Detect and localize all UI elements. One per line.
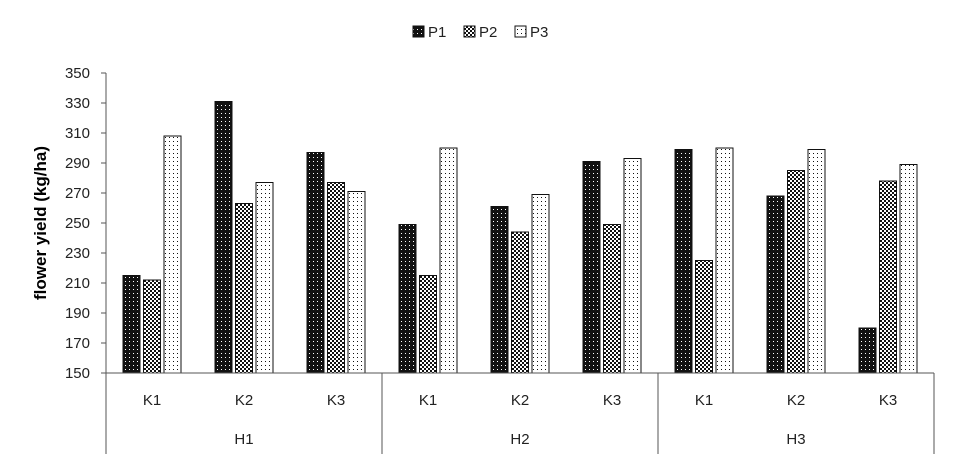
y-tick-label: 290 — [65, 155, 90, 172]
legend: P1 P2 P3 — [412, 24, 548, 41]
bar-p2-4 — [419, 275, 437, 374]
legend-label-p2: P2 — [479, 24, 497, 41]
bar-p2-9 — [879, 180, 897, 374]
y-tick-label: 350 — [65, 65, 90, 82]
x-group-label: H1 — [234, 431, 253, 448]
bar-p3-7 — [715, 147, 734, 374]
bar-p2-2 — [235, 203, 253, 374]
y-tick-label: 250 — [65, 215, 90, 232]
bar-p2-6 — [603, 224, 621, 374]
bar-p3-3 — [347, 191, 366, 374]
x-tick-label: K3 — [327, 392, 345, 409]
bar-p1-9 — [858, 327, 877, 374]
bar-p3-9 — [899, 164, 918, 374]
x-tick-label: K1 — [695, 392, 713, 409]
legend-swatch-p2 — [463, 25, 476, 38]
y-tick-label: 330 — [65, 95, 90, 112]
bar-p1-3 — [306, 152, 325, 374]
legend-swatch-p1 — [412, 25, 425, 38]
x-tick-label: K2 — [235, 392, 253, 409]
bar-p1-2 — [214, 101, 233, 374]
bar-p3-4 — [439, 147, 458, 374]
y-tick-label: 190 — [65, 305, 90, 322]
x-tick-label: K2 — [787, 392, 805, 409]
y-tick-label: 150 — [65, 365, 90, 382]
x-tick-label: K1 — [143, 392, 161, 409]
x-tick-label: K3 — [603, 392, 621, 409]
x-group-label: H3 — [786, 431, 805, 448]
legend-label-p3: P3 — [530, 24, 548, 41]
x-tick-label: K3 — [879, 392, 897, 409]
legend-swatch-p3 — [514, 25, 527, 38]
bar-p2-5 — [511, 231, 529, 374]
x-tick-label: K2 — [511, 392, 529, 409]
bar-p1-1 — [122, 275, 141, 374]
x-tick-label: K1 — [419, 392, 437, 409]
bar-p1-6 — [582, 161, 601, 374]
y-tick-label: 170 — [65, 335, 90, 352]
legend-label-p1: P1 — [428, 24, 446, 41]
y-axis: 150 170 190 210 230 250 270 290 310 330 350 — [65, 65, 107, 382]
bar-p1-7 — [674, 149, 693, 374]
bar-p1-5 — [490, 206, 509, 374]
x-axis: K1 K2 K3 H1 K1 K2 K3 H2 K1 K2 K3 H3 — [105, 372, 935, 454]
bar-p3-6 — [623, 158, 642, 374]
y-tick-label: 270 — [65, 185, 90, 202]
bar-p2-8 — [787, 170, 805, 374]
bar-p2-7 — [695, 260, 713, 374]
y-tick-label: 230 — [65, 245, 90, 262]
y-axis-label: flower yield (kg/ha) — [31, 146, 50, 300]
y-tick-label: 210 — [65, 275, 90, 292]
bar-p1-4 — [398, 224, 417, 374]
bar-p3-2 — [255, 182, 274, 374]
x-group-label: H2 — [510, 431, 529, 448]
bar-p3-1 — [163, 135, 182, 374]
bar-p1-8 — [766, 195, 785, 374]
bar-p3-5 — [531, 194, 550, 374]
y-tick-label: 310 — [65, 125, 90, 142]
bar-p2-3 — [327, 182, 345, 374]
bar-p2-1 — [143, 279, 161, 374]
bar-p3-8 — [807, 149, 826, 374]
bars — [122, 101, 918, 374]
